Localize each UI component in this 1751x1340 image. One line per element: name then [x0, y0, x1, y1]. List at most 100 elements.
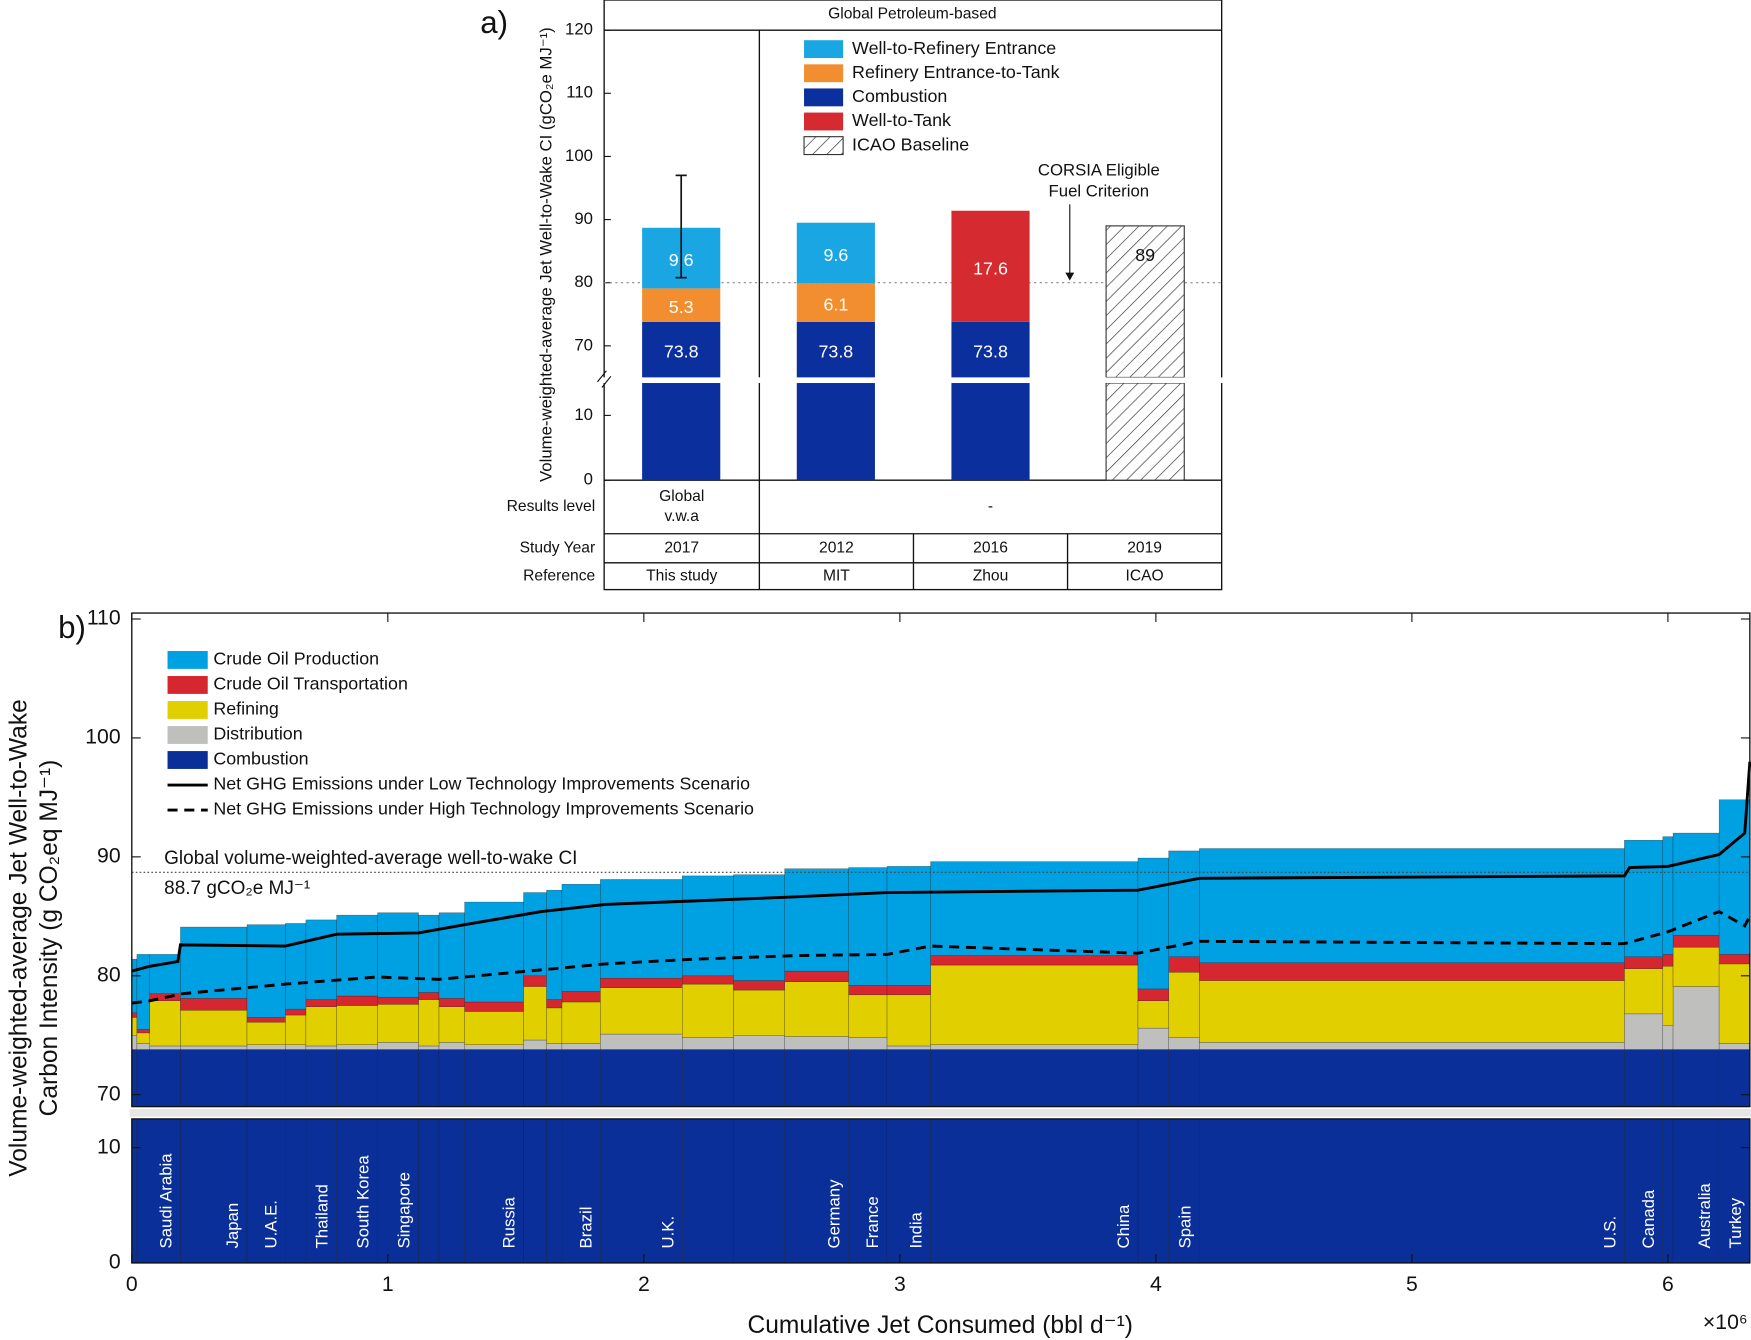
bar-segment — [336, 1044, 378, 1050]
axis-break-band — [129, 1108, 1751, 1117]
bar-segment — [418, 1045, 440, 1050]
bar-segment — [136, 1118, 150, 1264]
y-axis-label: Volume-weighted-average Jet Well-to-Wake — [6, 699, 33, 1177]
legend-swatch — [804, 88, 844, 107]
bar-segment — [1137, 1027, 1169, 1050]
legend-swatch — [167, 701, 208, 719]
bar-segment — [1105, 382, 1185, 481]
legend-label: Crude Oil Transportation — [213, 674, 408, 694]
bar-segment — [886, 985, 931, 996]
annotation: Fuel Criterion — [1049, 181, 1150, 200]
bar-segment — [285, 1008, 307, 1016]
scenario-line — [131, 909, 1751, 1005]
bar-segment — [733, 980, 785, 991]
legend-swatch — [804, 64, 844, 83]
bar-segment — [1662, 954, 1674, 967]
bar-segment — [546, 999, 563, 1009]
panel-header: Global Petroleum-based — [828, 6, 997, 23]
bar-segment — [418, 914, 440, 993]
bar-segment — [1672, 947, 1720, 987]
bar-segment — [930, 955, 1139, 966]
y-tick-label: 90 — [97, 844, 121, 867]
bar-segment — [523, 1039, 547, 1050]
bar-segment — [149, 1118, 181, 1264]
bar-segment — [246, 924, 286, 1018]
y-tick-label: 120 — [565, 20, 593, 39]
category-label: South Korea — [354, 1155, 373, 1249]
x-tick-label: 4 — [1150, 1273, 1162, 1296]
bar-segment — [305, 919, 337, 1000]
bar-segment — [1137, 988, 1169, 1001]
category-label: Canada — [1639, 1189, 1658, 1248]
y-tick-label: 70 — [574, 335, 593, 354]
bar-segment — [546, 1049, 563, 1107]
category-label: Spain — [1175, 1206, 1194, 1249]
bar-segment — [136, 1032, 150, 1044]
bar-segment — [1672, 935, 1720, 948]
category-label: U.A.E. — [261, 1200, 280, 1248]
bar-segment — [1168, 956, 1200, 973]
bar-segment — [1662, 836, 1674, 955]
table-cell: 2019 — [1127, 539, 1162, 556]
table-cell: 2012 — [819, 539, 854, 556]
bar-segment — [464, 1049, 524, 1107]
bar-segment — [1199, 848, 1625, 963]
bar-segment — [784, 970, 849, 982]
legend-label: Refining — [213, 699, 279, 719]
bar-segment — [1718, 1043, 1751, 1050]
bar-segment — [149, 1049, 181, 1107]
bar-segment — [546, 889, 563, 1000]
bar-segment — [180, 1045, 248, 1050]
bar-segment — [336, 914, 378, 997]
bar-segment — [886, 1049, 931, 1107]
bar-segment — [784, 1118, 849, 1264]
bar-segment — [377, 1049, 419, 1107]
bar-segment — [336, 995, 378, 1006]
x-axis-label: Cumulative Jet Consumed (bbl d⁻¹) — [748, 1312, 1133, 1339]
bar-segment — [796, 222, 875, 284]
category-label: U.S. — [1600, 1216, 1619, 1249]
bar-segment — [246, 1049, 286, 1107]
y-axis-label: Carbon Intensity (g CO₂eq MJ⁻¹) — [36, 760, 63, 1117]
bar-segment — [180, 1010, 248, 1047]
bar-segment — [285, 1049, 307, 1107]
bar-segment — [642, 321, 721, 378]
bar-segment — [546, 1043, 563, 1050]
table-cell: Zhou — [973, 567, 1009, 584]
data-label: 73.8 — [664, 342, 699, 362]
bar-segment — [438, 1042, 465, 1050]
bar-segment — [1199, 1118, 1625, 1264]
annotation: CORSIA Eligible — [1038, 160, 1160, 179]
legend-swatch — [167, 676, 208, 694]
table-cell: MIT — [823, 567, 850, 584]
bar-segment — [285, 923, 307, 1010]
plot-frame — [131, 1118, 1751, 1264]
y-tick-label: 90 — [574, 209, 593, 228]
scenario-line — [131, 761, 1751, 973]
y-tick-label: 10 — [574, 405, 593, 424]
bar-segment — [733, 989, 785, 1036]
legend-swatch — [167, 751, 208, 769]
bar-segment — [149, 1045, 181, 1050]
category-label: Germany — [825, 1179, 844, 1249]
bar-segment — [1672, 1049, 1720, 1107]
x-tick-label: 0 — [126, 1273, 138, 1296]
bar-segment — [285, 1044, 307, 1050]
bar-segment — [336, 1005, 378, 1045]
bar-segment — [796, 321, 875, 378]
x-tick-label: 3 — [894, 1273, 906, 1296]
bar-segment — [305, 1045, 337, 1050]
bar-segment — [642, 288, 721, 322]
bar-segment — [930, 861, 1139, 956]
x-axis-exponent: ×10⁶ — [1703, 1311, 1748, 1334]
bar-segment — [285, 1118, 307, 1264]
legend-label: ICAO Baseline — [852, 134, 969, 154]
x-tick-label: 5 — [1406, 1273, 1418, 1296]
y-tick-label: 100 — [565, 146, 593, 165]
row-label: Results level — [507, 498, 596, 515]
legend-label: Combustion — [213, 749, 308, 769]
bar-segment — [784, 1049, 849, 1107]
bar-segment — [682, 1118, 734, 1264]
y-tick-label: 100 — [85, 726, 120, 749]
